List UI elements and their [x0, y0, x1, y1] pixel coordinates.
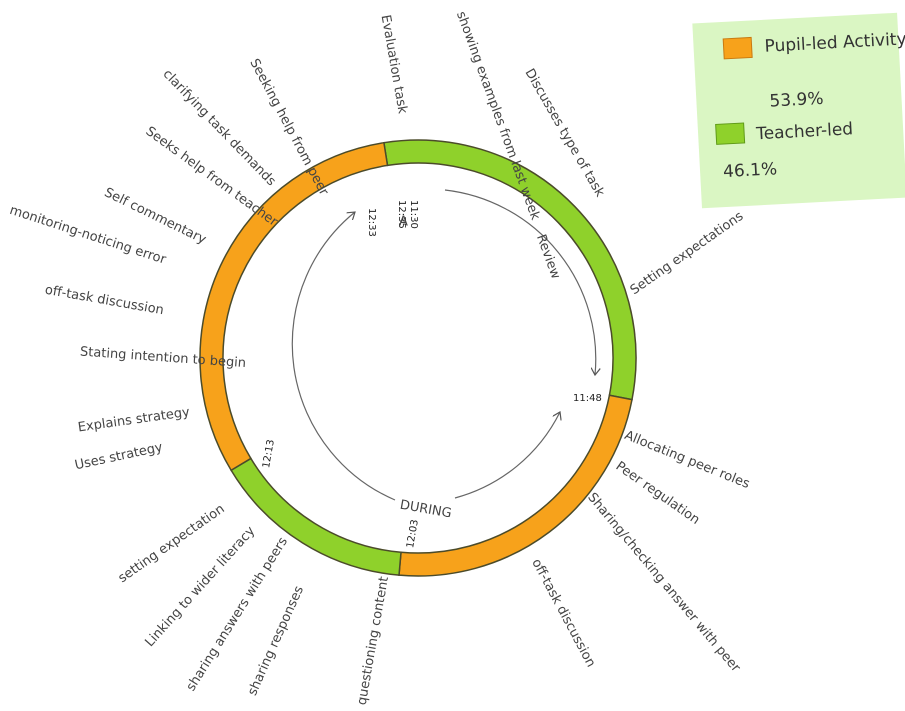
- legend-box: [692, 12, 905, 209]
- legend: Pupil-led Activity 53.9% Teacher-led 46.…: [692, 12, 905, 209]
- time-label: 12:33: [366, 208, 377, 237]
- labels: Evaluation task showing examples from las…: [8, 9, 752, 706]
- legend-swatch: [715, 122, 746, 145]
- time-label: 11:48: [573, 393, 602, 404]
- activity-label: Sharing/checking answer with peer: [584, 490, 743, 676]
- annotation: DURING: [399, 498, 453, 522]
- time-label: 12:13: [261, 439, 277, 469]
- legend-percent: 46.1%: [723, 159, 778, 182]
- time-label: 12:35: [396, 200, 407, 229]
- time-label: 11:30: [408, 200, 419, 229]
- activity-label: questioning content: [355, 576, 392, 707]
- annotation: Review: [533, 232, 563, 281]
- activity-label: showing examples from last week: [453, 9, 543, 222]
- activity-label: Setting expectations: [628, 209, 747, 298]
- ring-segment: [199, 141, 389, 472]
- activity-label: Uses strategy: [73, 440, 164, 473]
- activity-label: off-task discussion: [44, 283, 165, 319]
- activity-label: Evaluation task: [378, 14, 410, 116]
- arrows: [291, 189, 595, 501]
- ring-segment: [398, 394, 633, 577]
- annotation: A: [399, 215, 408, 230]
- activity-label: Explains strategy: [77, 405, 191, 436]
- legend-percent: 53.9%: [769, 89, 824, 112]
- activity-ring: [199, 139, 637, 577]
- activity-label: sharing answers with peers: [184, 534, 291, 694]
- time-label: 12:03: [405, 519, 421, 549]
- ring-segment: [230, 457, 402, 576]
- activity-label: off-task discussion: [528, 556, 598, 669]
- activity-label: Peer regulation: [613, 459, 703, 528]
- legend-swatch: [722, 36, 753, 60]
